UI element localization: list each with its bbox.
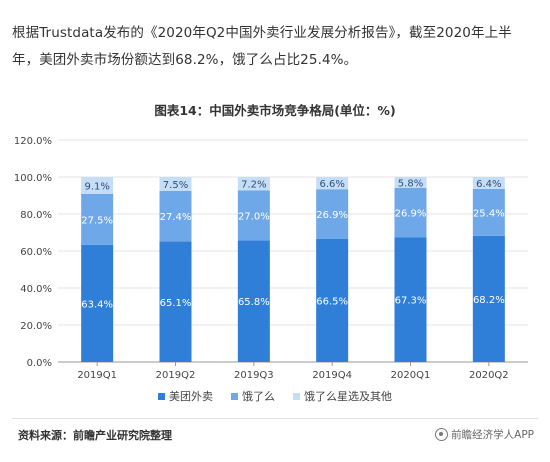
legend-item-eleme: 饿了么: [231, 388, 275, 404]
x-tick-label: 2019Q4: [312, 370, 352, 381]
bar-segment: [237, 240, 270, 362]
x-tick-label: 2020Q2: [469, 370, 509, 381]
y-tick-label: 0.0%: [27, 358, 52, 369]
legend-label-eleme: 饿了么: [242, 390, 275, 403]
y-tick-label: 40.0%: [20, 284, 52, 295]
stacked-bar-chart: 0.0% 20.0% 40.0% 60.0% 80.0% 100.0% 120.0% 63.4…: [14, 136, 528, 381]
data-label: 67.3%: [395, 296, 427, 307]
intro-paragraph: 根据Trustdata发布的《2020年Q2中国外卖行业发展分析报告》，截至20…: [12, 25, 512, 68]
source-note: 资料来源：前瞻产业研究院整理: [18, 429, 172, 442]
brand-label: 前瞻经济学人APP: [451, 429, 534, 441]
bar-segment: [159, 177, 192, 191]
bar-segment: [316, 177, 349, 190]
legend-swatch-eleme: [231, 392, 238, 400]
bar-segment: [316, 238, 349, 362]
legend-label-xingxuan: 饿了么星选及其他: [304, 390, 392, 403]
bar-segment: [81, 193, 114, 245]
data-label: 6.6%: [319, 179, 344, 190]
data-label: 63.4%: [81, 299, 113, 310]
legend-swatch-xingxuan: [293, 392, 300, 400]
data-label: 5.8%: [398, 178, 423, 189]
y-tick-label: 120.0%: [14, 136, 52, 147]
data-label: 27.4%: [160, 212, 192, 223]
data-label: 26.9%: [395, 209, 427, 220]
data-label: 26.9%: [316, 210, 348, 221]
chart-legend: 美团外卖 饿了么 饿了么星选及其他: [12, 388, 538, 404]
data-label: 25.4%: [473, 208, 505, 219]
bar-segment: [394, 237, 427, 362]
bar-segment: [472, 235, 505, 362]
footer-divider: [12, 418, 538, 419]
legend-label-meituan: 美团外卖: [169, 390, 213, 403]
wechat-icon: [435, 428, 449, 441]
bar-segment: [81, 177, 114, 194]
x-tick-label: 2020Q1: [391, 370, 431, 381]
bar-segment: [237, 177, 270, 191]
x-tick-label: 2019Q3: [234, 370, 274, 381]
x-tick-label: 2019Q1: [77, 370, 117, 381]
data-label: 7.2%: [241, 180, 266, 191]
data-label: 66.5%: [316, 296, 348, 307]
bar-segment: [237, 190, 270, 241]
data-label: 65.1%: [160, 298, 192, 309]
legend-item-meituan: 美团外卖: [158, 388, 213, 404]
data-label: 9.1%: [84, 181, 109, 192]
bar-segment: [472, 177, 505, 189]
bar-segment: [394, 187, 427, 238]
bar-segment: [159, 190, 192, 242]
y-tick-label: 100.0%: [14, 173, 52, 184]
chart-title: 图表14：中国外卖市场竞争格局(单位：%): [154, 103, 396, 118]
data-label: 27.5%: [81, 215, 113, 226]
x-tick-label: 2019Q2: [156, 370, 196, 381]
data-label: 68.2%: [473, 295, 505, 306]
data-label: 27.0%: [238, 211, 270, 222]
bar-segment: [316, 189, 349, 239]
bar-segment: [394, 177, 427, 188]
chart-card: 0.0% 20.0% 40.0% 60.0% 80.0% 100.0% 120.0% 63.4…: [12, 84, 538, 454]
bar-segment: [81, 244, 114, 362]
y-tick-label: 80.0%: [20, 210, 52, 221]
legend-swatch-meituan: [158, 392, 165, 400]
bar-segment: [159, 241, 192, 362]
y-tick-label: 60.0%: [20, 247, 52, 258]
legend-item-xingxuan: 饿了么星选及其他: [293, 388, 392, 404]
data-label: 65.8%: [238, 297, 270, 308]
data-label: 7.5%: [163, 180, 188, 191]
y-tick-label: 20.0%: [20, 321, 52, 332]
brand-watermark: 前瞻经济学人APP: [435, 427, 534, 442]
bar-segment: [472, 188, 505, 236]
data-label: 6.4%: [476, 179, 501, 190]
